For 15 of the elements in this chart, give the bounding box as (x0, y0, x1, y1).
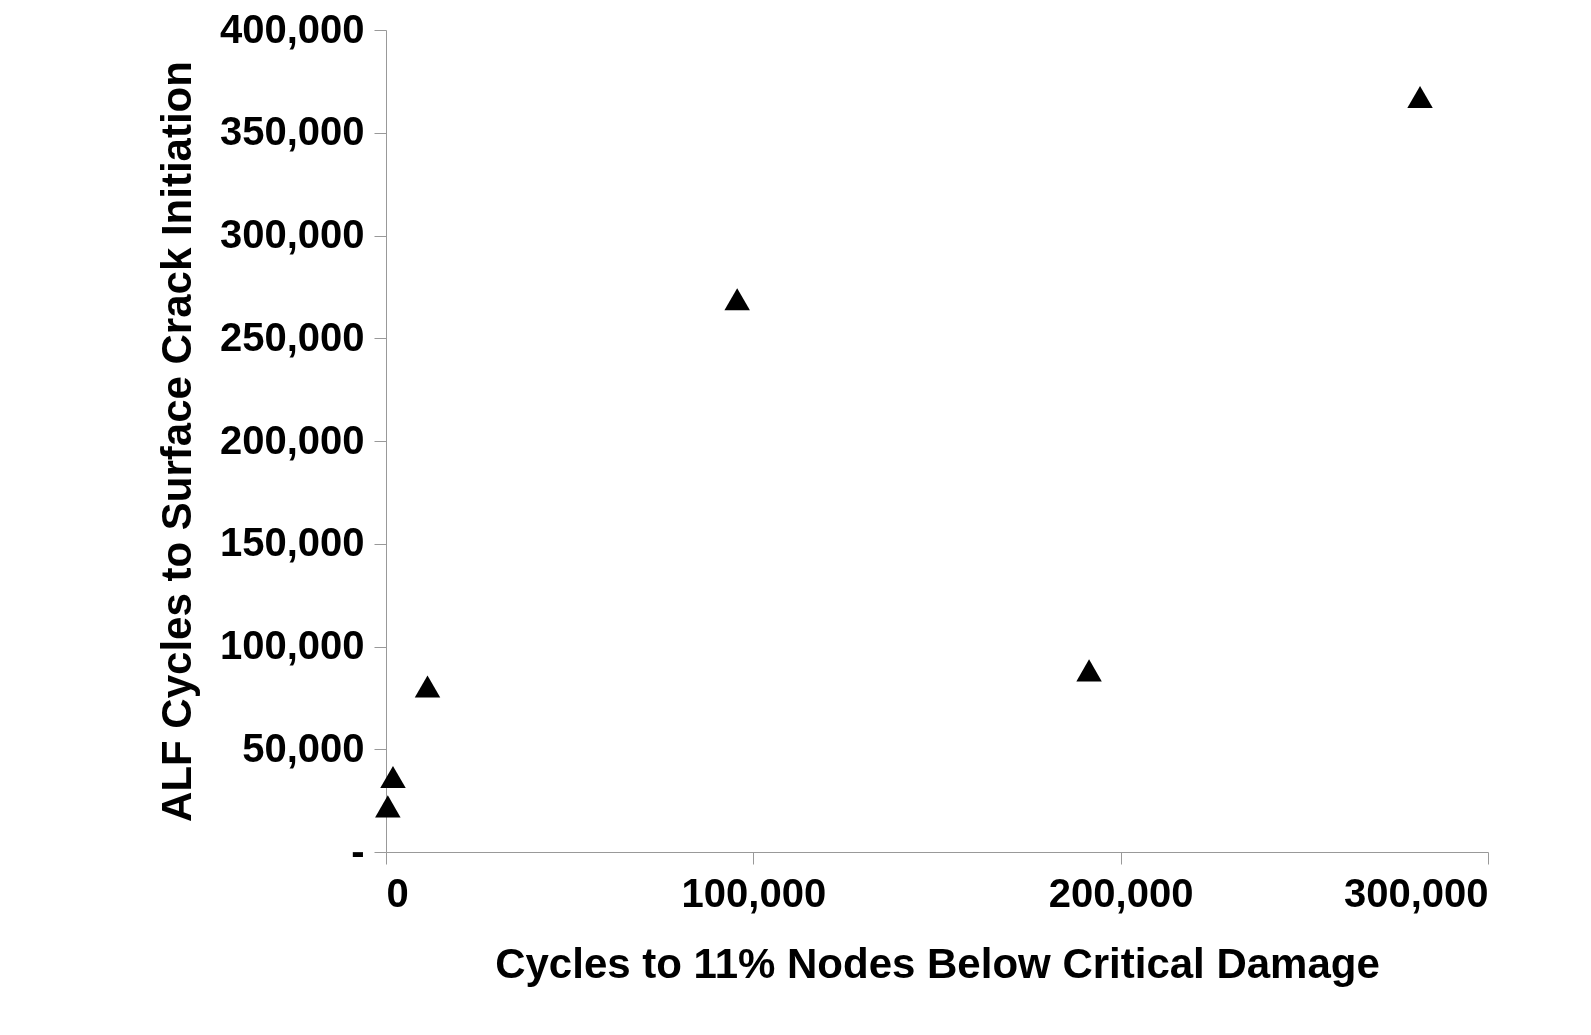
x-axis-title: Cycles to 11% Nodes Below Critical Damage (495, 939, 1380, 987)
y-axis-title: ALF Cycles to Surface Crack Initiation (152, 61, 200, 822)
y-tick-label: 100,000 (219, 623, 365, 667)
y-tick-label: 50,000 (242, 725, 365, 770)
y-tick-label: 200,000 (219, 417, 365, 462)
x-tick-label: 100,000 (681, 870, 827, 915)
y-tick-label: 150,000 (219, 520, 365, 565)
y-tick-label: 400,000 (219, 6, 365, 51)
x-tick-label: 200,000 (1048, 870, 1194, 915)
y-tick-label: 300,000 (219, 212, 365, 256)
y-tick-label: 350,000 (219, 109, 365, 154)
x-tick-label: 300,000 (1343, 870, 1489, 915)
y-tick-label: 250,000 (219, 314, 365, 359)
y-tick-label: - (351, 828, 365, 873)
x-tick-label: 0 (386, 870, 409, 915)
